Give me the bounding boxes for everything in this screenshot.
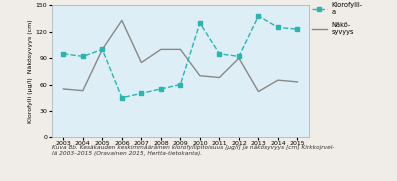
Y-axis label: Klorofylli (µg/l)  Näkösyvyys (cm): Klorofylli (µg/l) Näkösyvyys (cm) bbox=[28, 20, 33, 123]
Legend: Klorofylli-
a, Näkö-
syvyys: Klorofylli- a, Näkö- syvyys bbox=[312, 2, 363, 35]
Text: Kuva 8b. Kesäkauden keskimmääräinen klorofyllipitoisuus [µg/l] ja näkösyvyys [cm: Kuva 8b. Kesäkauden keskimmääräinen klor… bbox=[52, 145, 334, 156]
